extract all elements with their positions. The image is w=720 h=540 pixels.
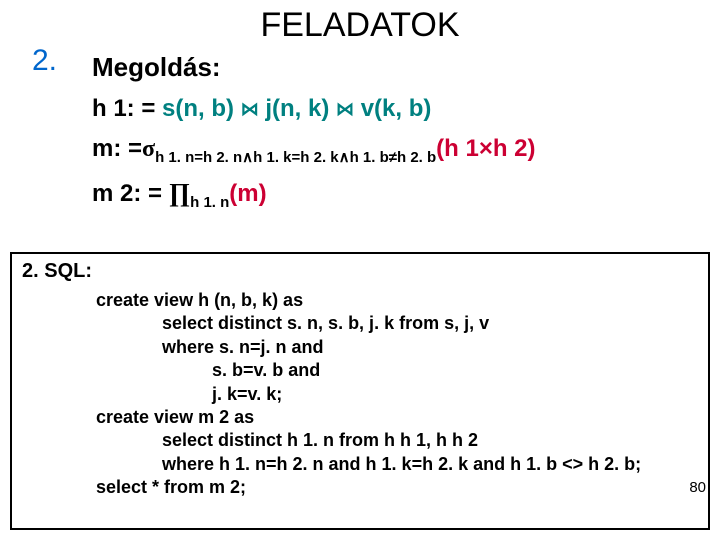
sql-box: 2. SQL: create view h (n, b, k) as selec… (10, 252, 710, 530)
join-symbol-2: ⋈ (336, 99, 354, 119)
sql-line-4: s. b=v. b and (212, 359, 698, 382)
pi-symbol: ∏ (169, 178, 190, 207)
join-symbol-1: ⋈ (241, 99, 259, 119)
m2-subscript: h 1. n (190, 194, 229, 211)
formula-m: m: =σh 1. n=h 2. n∧h 1. k=h 2. k∧h 1. b≠… (92, 131, 536, 169)
formula-m2: m 2: = ∏h 1. n(m) (92, 173, 536, 214)
m2-lhs: m 2: = (92, 180, 169, 207)
h1-v: v(k, b) (354, 95, 431, 122)
page-number: 80 (689, 479, 706, 496)
sql-line-5: j. k=v. k; (212, 383, 698, 406)
sql-body: create view h (n, b, k) as select distin… (96, 289, 698, 500)
m-lhs: m: = (92, 135, 142, 162)
solution-label: Megoldás: (92, 48, 536, 87)
h1-lhs: h 1: = (92, 95, 155, 122)
sigma-symbol: σ (142, 136, 155, 162)
sql-line-8: where h 1. n=h 2. n and h 1. k=h 2. k an… (162, 453, 698, 476)
m-rhs: (h 1×h 2) (436, 135, 535, 162)
m-subscript: h 1. n=h 2. n∧h 1. k=h 2. k∧h 1. b≠h 2. … (155, 149, 436, 166)
sql-line-7: select distinct h 1. n from h h 1, h h 2 (162, 429, 698, 452)
formula-h1: h 1: = s(n, b) ⋈ j(n, k) ⋈ v(k, b) (92, 91, 536, 127)
page-title: FELADATOK (0, 0, 720, 47)
sql-line-9: select * from m 2; (96, 476, 698, 499)
section-number: 2. (32, 44, 57, 78)
sql-line-6: create view m 2 as (96, 406, 698, 429)
h1-j: j(n, k) (259, 95, 336, 122)
m2-rhs: (m) (229, 180, 266, 207)
sql-line-3: where s. n=j. n and (162, 336, 698, 359)
sql-line-1: create view h (n, b, k) as (96, 289, 698, 312)
sql-label: 2. SQL: (22, 260, 698, 283)
h1-s: s(n, b) (155, 95, 240, 122)
solution-block: Megoldás: h 1: = s(n, b) ⋈ j(n, k) ⋈ v(k… (92, 48, 536, 215)
sql-line-2: select distinct s. n, s. b, j. k from s,… (162, 312, 698, 335)
